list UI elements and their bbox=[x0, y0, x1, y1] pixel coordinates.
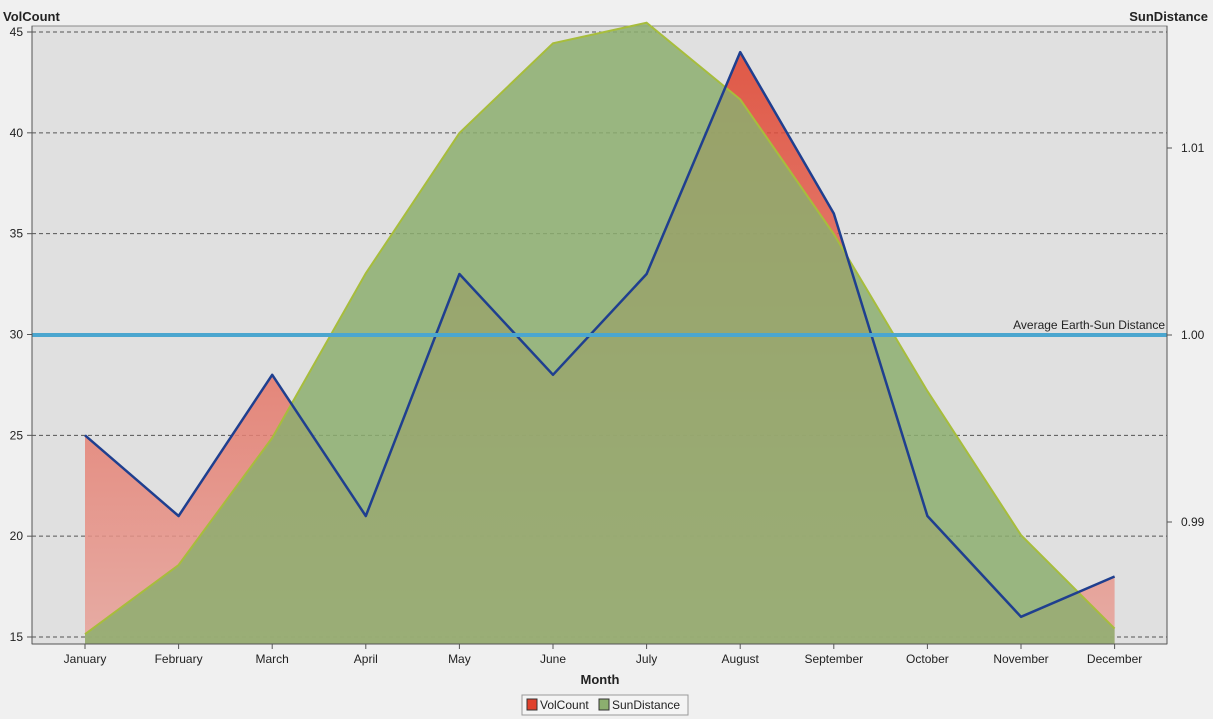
x-tick-label: April bbox=[354, 652, 378, 666]
x-tick-label: January bbox=[64, 652, 107, 666]
legend-label-sundistance: SunDistance bbox=[612, 698, 680, 712]
y-left-tick-label: 15 bbox=[10, 630, 24, 644]
y-axis-right-title: SunDistance bbox=[1129, 9, 1208, 24]
x-tick-label: February bbox=[155, 652, 203, 666]
line-sundistance bbox=[84, 21, 1116, 636]
x-axis-title: Month bbox=[581, 672, 620, 687]
y-left-tick-label: 30 bbox=[10, 328, 24, 342]
y-axis-left-title: VolCount bbox=[3, 9, 60, 24]
y-right-tick-label: 1.00 bbox=[1181, 328, 1205, 342]
x-tick-label: July bbox=[636, 652, 657, 666]
reference-line: Average Earth-Sun Distance bbox=[32, 318, 1167, 337]
y-left-tick-label: 40 bbox=[10, 126, 24, 140]
y-left-tick-label: 45 bbox=[10, 25, 24, 39]
y-left-tick-label: 25 bbox=[10, 428, 24, 442]
y-right-tick-label: 0.99 bbox=[1181, 515, 1205, 529]
x-tick-label: November bbox=[993, 652, 1048, 666]
x-tick-label: October bbox=[906, 652, 949, 666]
x-tick-label: December bbox=[1087, 652, 1142, 666]
y-left-tick-label: 20 bbox=[10, 529, 24, 543]
x-tick-label: March bbox=[256, 652, 289, 666]
x-tick-label: June bbox=[540, 652, 566, 666]
legend-swatch-sundistance bbox=[598, 698, 610, 711]
reference-line-label: Average Earth-Sun Distance bbox=[1013, 318, 1165, 332]
legend-swatch-volcount bbox=[526, 698, 538, 711]
y-left-tick-label: 35 bbox=[10, 227, 24, 241]
x-tick-label: September bbox=[804, 652, 863, 666]
x-tick-label: August bbox=[722, 652, 760, 666]
y-right-tick-label: 1.01 bbox=[1181, 141, 1205, 155]
axes: 15 20 25 30 35 40 45 0.99 1.00 1.01 January Februar… bbox=[10, 25, 1205, 666]
legend-label-volcount: VolCount bbox=[540, 698, 589, 712]
x-tick-label: May bbox=[448, 652, 471, 666]
legend: VolCount SunDistance bbox=[521, 694, 689, 716]
line-volcount bbox=[84, 50, 1116, 619]
